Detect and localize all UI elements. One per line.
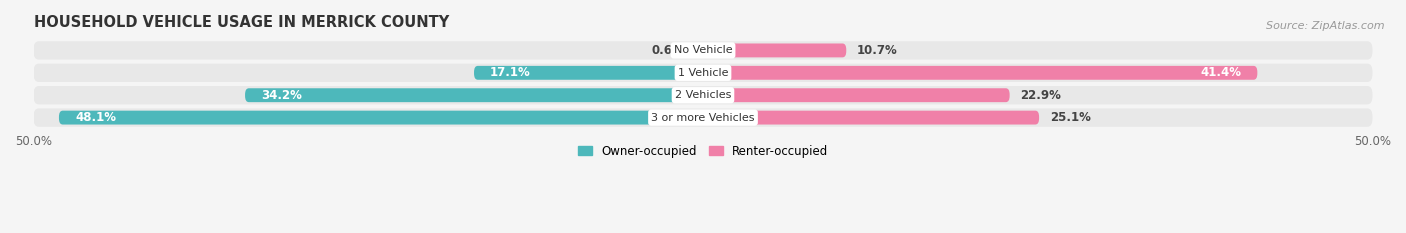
FancyBboxPatch shape <box>703 88 1010 102</box>
Text: 10.7%: 10.7% <box>858 44 898 57</box>
Text: Source: ZipAtlas.com: Source: ZipAtlas.com <box>1267 21 1385 31</box>
FancyBboxPatch shape <box>703 111 1039 124</box>
Text: 0.6%: 0.6% <box>651 44 685 57</box>
Text: 1 Vehicle: 1 Vehicle <box>678 68 728 78</box>
Text: 34.2%: 34.2% <box>262 89 302 102</box>
Text: No Vehicle: No Vehicle <box>673 45 733 55</box>
FancyBboxPatch shape <box>34 108 1372 127</box>
Text: 3 or more Vehicles: 3 or more Vehicles <box>651 113 755 123</box>
Text: 48.1%: 48.1% <box>75 111 117 124</box>
FancyBboxPatch shape <box>34 41 1372 60</box>
FancyBboxPatch shape <box>34 86 1372 104</box>
Text: 2 Vehicles: 2 Vehicles <box>675 90 731 100</box>
FancyBboxPatch shape <box>474 66 703 80</box>
FancyBboxPatch shape <box>695 44 703 57</box>
FancyBboxPatch shape <box>703 66 1257 80</box>
FancyBboxPatch shape <box>59 111 703 124</box>
Text: HOUSEHOLD VEHICLE USAGE IN MERRICK COUNTY: HOUSEHOLD VEHICLE USAGE IN MERRICK COUNT… <box>34 15 449 30</box>
FancyBboxPatch shape <box>34 64 1372 82</box>
FancyBboxPatch shape <box>703 44 846 57</box>
Text: 22.9%: 22.9% <box>1021 89 1062 102</box>
Legend: Owner-occupied, Renter-occupied: Owner-occupied, Renter-occupied <box>572 140 834 163</box>
Text: 41.4%: 41.4% <box>1201 66 1241 79</box>
Text: 17.1%: 17.1% <box>491 66 531 79</box>
Text: 25.1%: 25.1% <box>1050 111 1091 124</box>
FancyBboxPatch shape <box>245 88 703 102</box>
